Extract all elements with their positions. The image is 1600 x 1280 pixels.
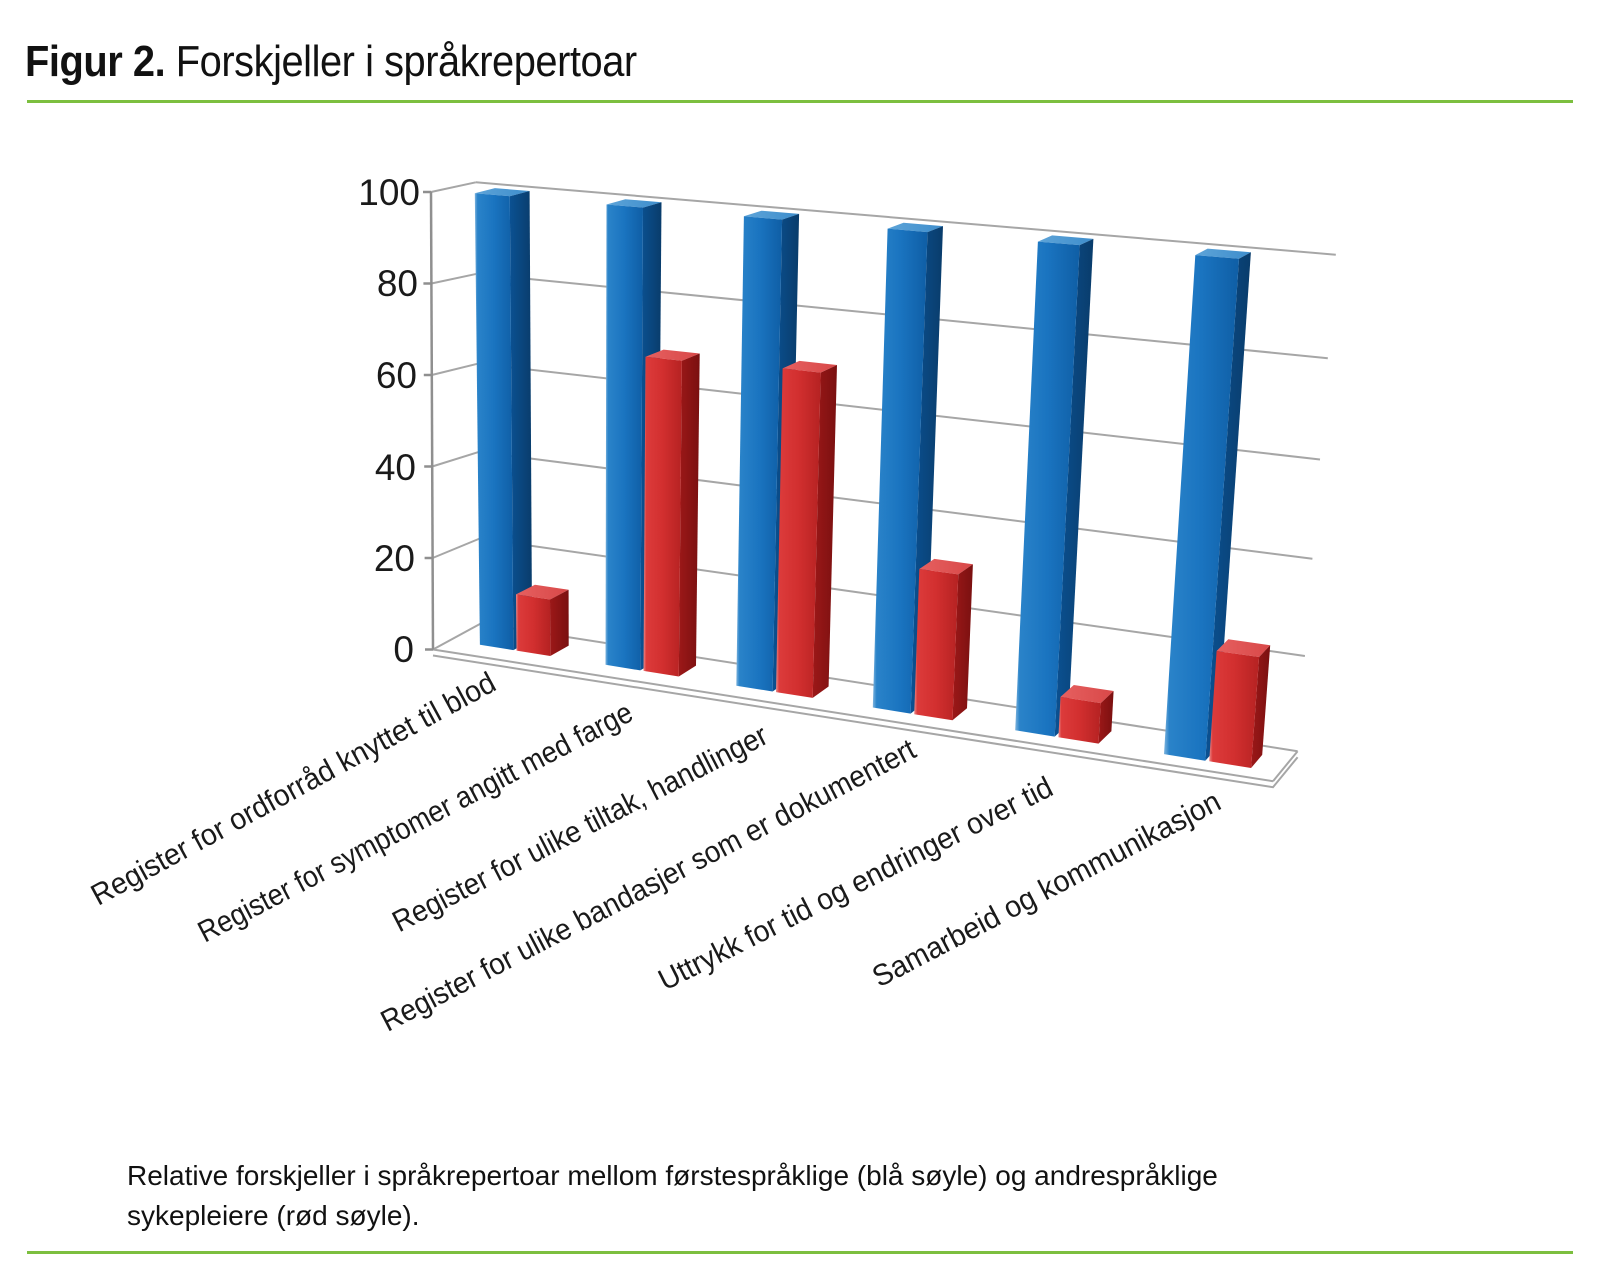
svg-text:60: 60 — [376, 355, 417, 396]
svg-text:20: 20 — [374, 538, 415, 579]
svg-text:40: 40 — [375, 447, 416, 488]
svg-text:0: 0 — [393, 629, 414, 670]
svg-text:100: 100 — [358, 172, 420, 213]
svg-text:80: 80 — [377, 263, 418, 304]
svg-text:Samarbeid og kommunikasjon: Samarbeid og kommunikasjon — [867, 785, 1226, 994]
svg-text:Uttrykk for tid og endringer o: Uttrykk for tid og endringer over tid — [653, 771, 1058, 997]
